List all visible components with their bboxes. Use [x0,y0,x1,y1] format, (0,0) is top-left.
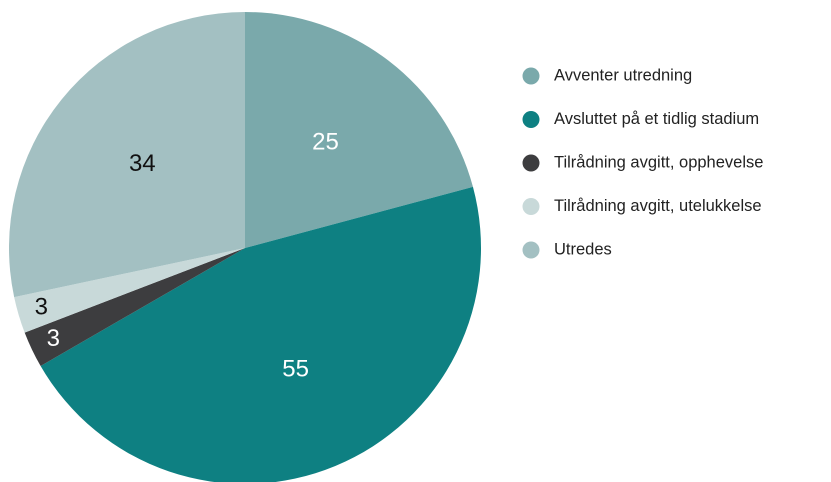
legend-marker [522,111,540,128]
slice-label: 3 [35,294,48,321]
legend-label: Utredes [554,240,612,258]
legend-label: Tilrådning avgitt, opphevelse [554,153,763,171]
slice-label: 3 [47,325,60,352]
legend-marker [522,67,540,85]
pie-slice [9,12,246,298]
legend-marker [522,241,540,259]
pie-slice [40,186,481,482]
slice-label: 34 [129,150,156,177]
pie-slice [245,12,473,248]
legend-label: Avsluttet på et tidlig stadium [554,110,759,128]
legend-marker [522,154,540,172]
legend-label: Avventer utredning [554,66,692,84]
legend-label: Tilrådning avgitt, utelukkelse [554,197,762,215]
pie-slice [24,248,246,366]
legend-marker [522,198,540,215]
pie-slice [14,248,246,333]
slice-label: 25 [312,128,339,155]
slice-label: 55 [282,355,309,382]
